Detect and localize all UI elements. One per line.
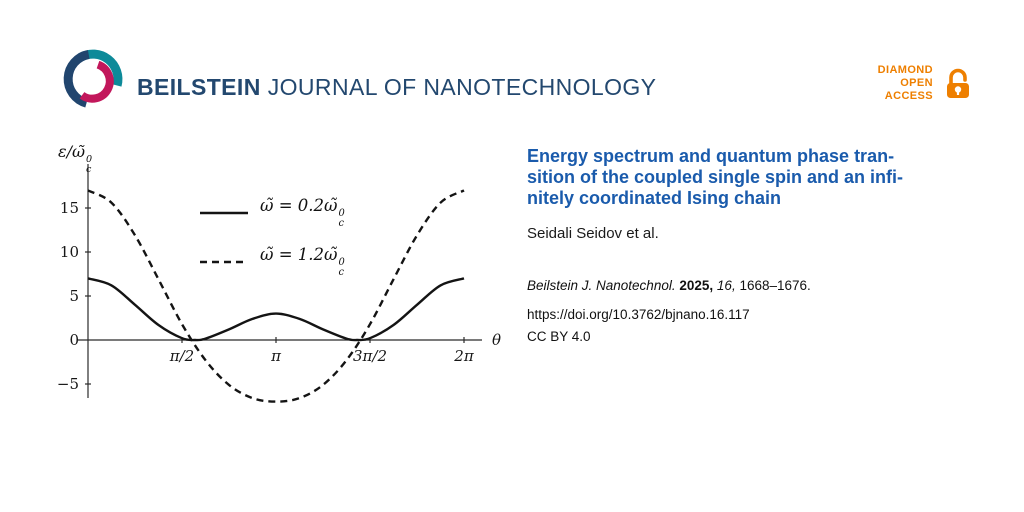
y-tick-label: 0	[69, 331, 79, 349]
curve-dashed	[87, 189, 465, 403]
citation-pages: 1668–1676.	[739, 278, 811, 293]
doi-link[interactable]: https://doi.org/10.3762/bjnano.16.117	[527, 307, 750, 322]
curve-solid	[87, 277, 465, 342]
title-line-1: Energy spectrum and quantum phase tran-	[527, 146, 895, 166]
x-tick-label: π	[270, 347, 282, 365]
citation-journal: Beilstein J. Nanotechnol.	[527, 278, 676, 293]
open-access-label: DIAMOND OPEN ACCESS	[878, 64, 933, 103]
legend-label-dashed: ω̃ = 1.2ω̃ 0 c	[260, 244, 345, 279]
dashed-line-sample	[200, 260, 248, 263]
y-axis-label: ε/ω̃ 0 c	[58, 142, 92, 175]
figure-panel: 15 10 5 0 −5 π/2 π 3π/2 2π θ ε/ω̃ 0 c ω̃ = 0.2ω̃ 0 c …	[52, 140, 522, 450]
badge-line-access: ACCESS	[884, 90, 933, 102]
y-tick-label: 5	[69, 287, 79, 305]
open-lock-icon	[947, 68, 969, 98]
legend-item-dashed: ω̃ = 1.2ω̃ 0 c	[200, 245, 345, 279]
y-tick-label: −5	[57, 375, 79, 393]
y-axis-label-sub: c	[86, 163, 92, 175]
citation-volume: 16,	[716, 278, 736, 293]
citation: Beilstein J. Nanotechnol. 2025, 16, 1668…	[527, 278, 989, 293]
authors: Seidali Seidov et al.	[527, 225, 659, 242]
article-title: Energy spectrum and quantum phase tran- …	[527, 146, 989, 209]
title-line-2: sition of the coupled single spin and an…	[527, 167, 904, 187]
x-tick-label: π/2	[169, 347, 194, 365]
y-axis-label-sup: 0	[86, 153, 93, 165]
axes	[78, 164, 482, 398]
solid-line-sample	[200, 211, 248, 215]
citation-year: 2025,	[679, 278, 714, 293]
journal-title: BEILSTEIN JOURNAL OF NANOTECHNOLOGY	[137, 74, 656, 101]
title-line-3: nitely coordinated Ising chain	[527, 188, 782, 208]
x-tick-label: 2π	[453, 347, 475, 365]
open-access-badge: DIAMOND OPEN ACCESS	[878, 64, 976, 103]
legend-label-solid: ω̃ = 0.2ω̃ 0 c	[260, 196, 345, 230]
article-meta: Energy spectrum and quantum phase tran- …	[527, 146, 989, 344]
y-tick-label: 15	[60, 199, 79, 217]
badge-line-diamond: DIAMOND	[877, 64, 933, 76]
energy-spectrum-plot: 15 10 5 0 −5 π/2 π 3π/2 2π θ	[57, 164, 501, 403]
x-tick-label: 3π/2	[353, 347, 387, 365]
y-axis-label-lead: ε/ω̃	[58, 142, 86, 161]
x-axis-symbol: θ	[492, 331, 501, 349]
license-label: CC BY 4.0	[527, 329, 591, 344]
legend-item-solid: ω̃ = 0.2ω̃ 0 c	[200, 196, 345, 230]
y-tick-label: 10	[60, 243, 79, 261]
chart-legend: ω̃ = 0.2ω̃ 0 c ω̃ = 1.2ω̃ 0 c	[200, 196, 345, 278]
journal-name-bold: BEILSTEIN	[137, 74, 261, 100]
journal-name-rest: JOURNAL OF NANOTECHNOLOGY	[267, 74, 657, 100]
badge-line-open: OPEN	[900, 77, 933, 89]
beilstein-logo	[63, 49, 123, 108]
